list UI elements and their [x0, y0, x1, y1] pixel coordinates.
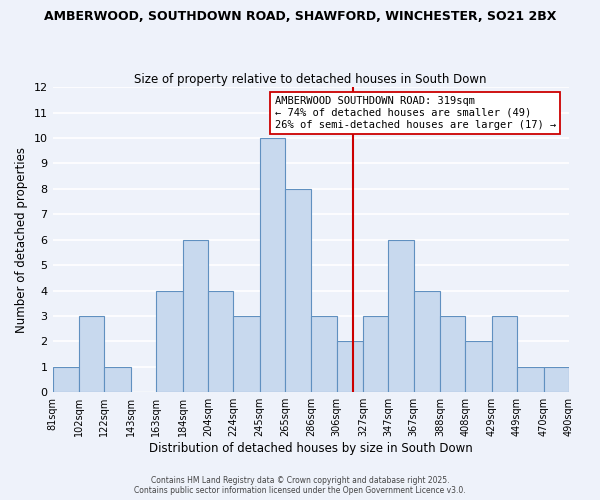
- Bar: [53, 367, 79, 392]
- Bar: [79, 316, 104, 392]
- Bar: [388, 240, 413, 392]
- Bar: [208, 290, 233, 392]
- Bar: [182, 240, 208, 392]
- Bar: [363, 316, 388, 392]
- Bar: [413, 290, 440, 392]
- X-axis label: Distribution of detached houses by size in South Down: Distribution of detached houses by size …: [149, 442, 473, 455]
- Y-axis label: Number of detached properties: Number of detached properties: [15, 146, 28, 332]
- Bar: [156, 290, 182, 392]
- Bar: [233, 316, 260, 392]
- Bar: [285, 189, 311, 392]
- Bar: [517, 367, 544, 392]
- Text: AMBERWOOD, SOUTHDOWN ROAD, SHAWFORD, WINCHESTER, SO21 2BX: AMBERWOOD, SOUTHDOWN ROAD, SHAWFORD, WIN…: [44, 10, 556, 23]
- Bar: [337, 342, 363, 392]
- Bar: [440, 316, 465, 392]
- Text: AMBERWOOD SOUTHDOWN ROAD: 319sqm
← 74% of detached houses are smaller (49)
26% o: AMBERWOOD SOUTHDOWN ROAD: 319sqm ← 74% o…: [275, 96, 556, 130]
- Title: Size of property relative to detached houses in South Down: Size of property relative to detached ho…: [134, 73, 487, 86]
- Text: Contains HM Land Registry data © Crown copyright and database right 2025.
Contai: Contains HM Land Registry data © Crown c…: [134, 476, 466, 495]
- Bar: [260, 138, 285, 392]
- Bar: [492, 316, 517, 392]
- Bar: [311, 316, 337, 392]
- Bar: [104, 367, 131, 392]
- Bar: [465, 342, 492, 392]
- Bar: [544, 367, 569, 392]
